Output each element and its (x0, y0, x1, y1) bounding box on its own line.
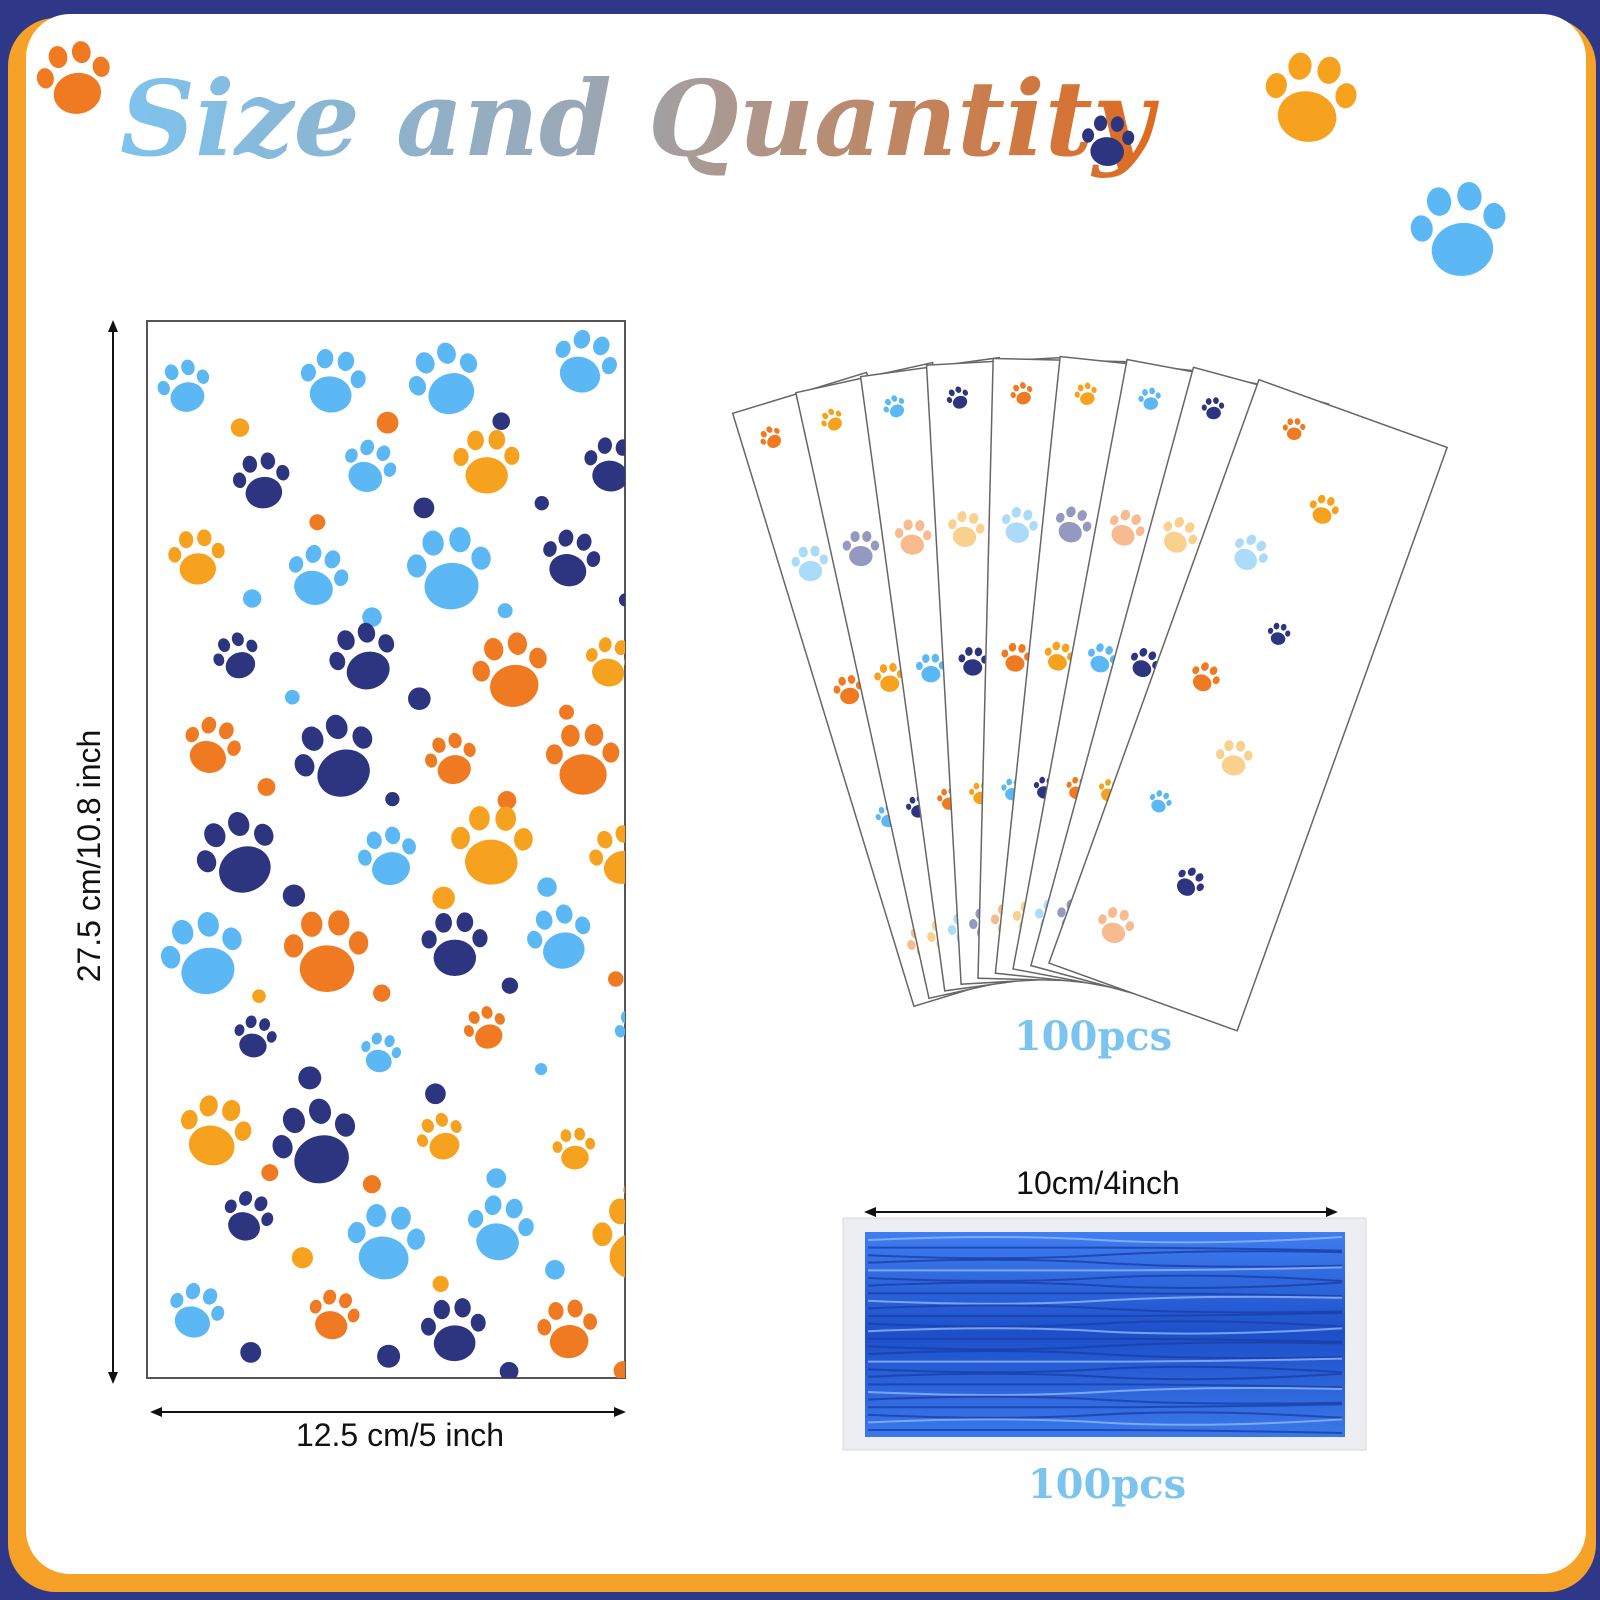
dot (486, 1168, 507, 1188)
tie-strand (868, 1312, 1343, 1317)
dot (413, 497, 435, 519)
height-label: 27.5 cm/10.8 inch (71, 730, 107, 983)
dot (497, 603, 513, 619)
dot (252, 989, 266, 1003)
bag-pattern (152, 322, 625, 1378)
dot (362, 1175, 381, 1194)
dot (309, 514, 326, 531)
tie-strand (868, 1383, 1343, 1389)
width-label: 12.5 cm/5 inch (296, 1417, 504, 1453)
tie-strand (867, 1341, 1343, 1351)
dot (230, 418, 250, 437)
dot (618, 593, 625, 607)
dot (261, 1164, 279, 1182)
bag-quantity: 100pcs (1014, 1013, 1172, 1060)
dot (559, 704, 575, 720)
tie-strand (867, 1387, 1343, 1396)
dot (242, 589, 262, 608)
tie-strand (867, 1274, 1343, 1282)
dot (492, 412, 511, 431)
fanned-bag (1047, 378, 1449, 1032)
dot (623, 1185, 625, 1194)
dot (535, 1063, 548, 1076)
tie-strand (868, 1357, 1343, 1363)
tie-strand (867, 1258, 1343, 1268)
dot (240, 1341, 262, 1363)
tie-strand (867, 1320, 1343, 1328)
dot (285, 689, 300, 705)
dot (497, 790, 517, 810)
dot (608, 971, 624, 987)
dot (613, 1361, 625, 1378)
dot (545, 1260, 565, 1280)
tie-strand (867, 1281, 1343, 1289)
tie-strand (867, 1418, 1343, 1426)
tie-strand (867, 1295, 1343, 1305)
tie-strand (868, 1337, 1343, 1343)
tie-strand (867, 1266, 1343, 1272)
tie-strand (867, 1395, 1343, 1405)
tie-strand (867, 1327, 1343, 1335)
tie-strand (867, 1350, 1343, 1359)
tie-strand (868, 1403, 1343, 1409)
dot (257, 778, 276, 796)
tie-length-label: 10cm/4inch (1016, 1165, 1180, 1201)
tie-strand (867, 1365, 1343, 1374)
dot (362, 607, 382, 628)
dot (501, 977, 519, 994)
tie-strand (867, 1304, 1343, 1314)
tie-strand (867, 1372, 1343, 1381)
dot (499, 1361, 519, 1378)
title: Size and Quantity (120, 57, 1160, 180)
dot (408, 687, 431, 711)
tie-strand (868, 1246, 1343, 1252)
dot (291, 1247, 313, 1269)
tie-strands (867, 1236, 1343, 1434)
dot (385, 791, 400, 807)
dot (373, 984, 391, 1002)
tie-strand (867, 1411, 1343, 1419)
tie-strand (867, 1250, 1343, 1260)
tie-strand (868, 1292, 1343, 1298)
dot (377, 1344, 401, 1368)
dot (298, 1066, 322, 1090)
dot (376, 411, 399, 434)
dot (432, 886, 455, 910)
bag-outline (1047, 378, 1449, 1032)
bag-stack (731, 355, 1449, 1032)
dot (537, 877, 557, 897)
dot (282, 884, 306, 907)
tie-strand (868, 1429, 1343, 1434)
dot (534, 496, 549, 511)
tie-strand (867, 1236, 1343, 1244)
tie-quantity: 100pcs (1028, 1461, 1186, 1508)
dot (425, 1083, 446, 1105)
dot (432, 1275, 449, 1292)
bag (146, 320, 626, 1379)
